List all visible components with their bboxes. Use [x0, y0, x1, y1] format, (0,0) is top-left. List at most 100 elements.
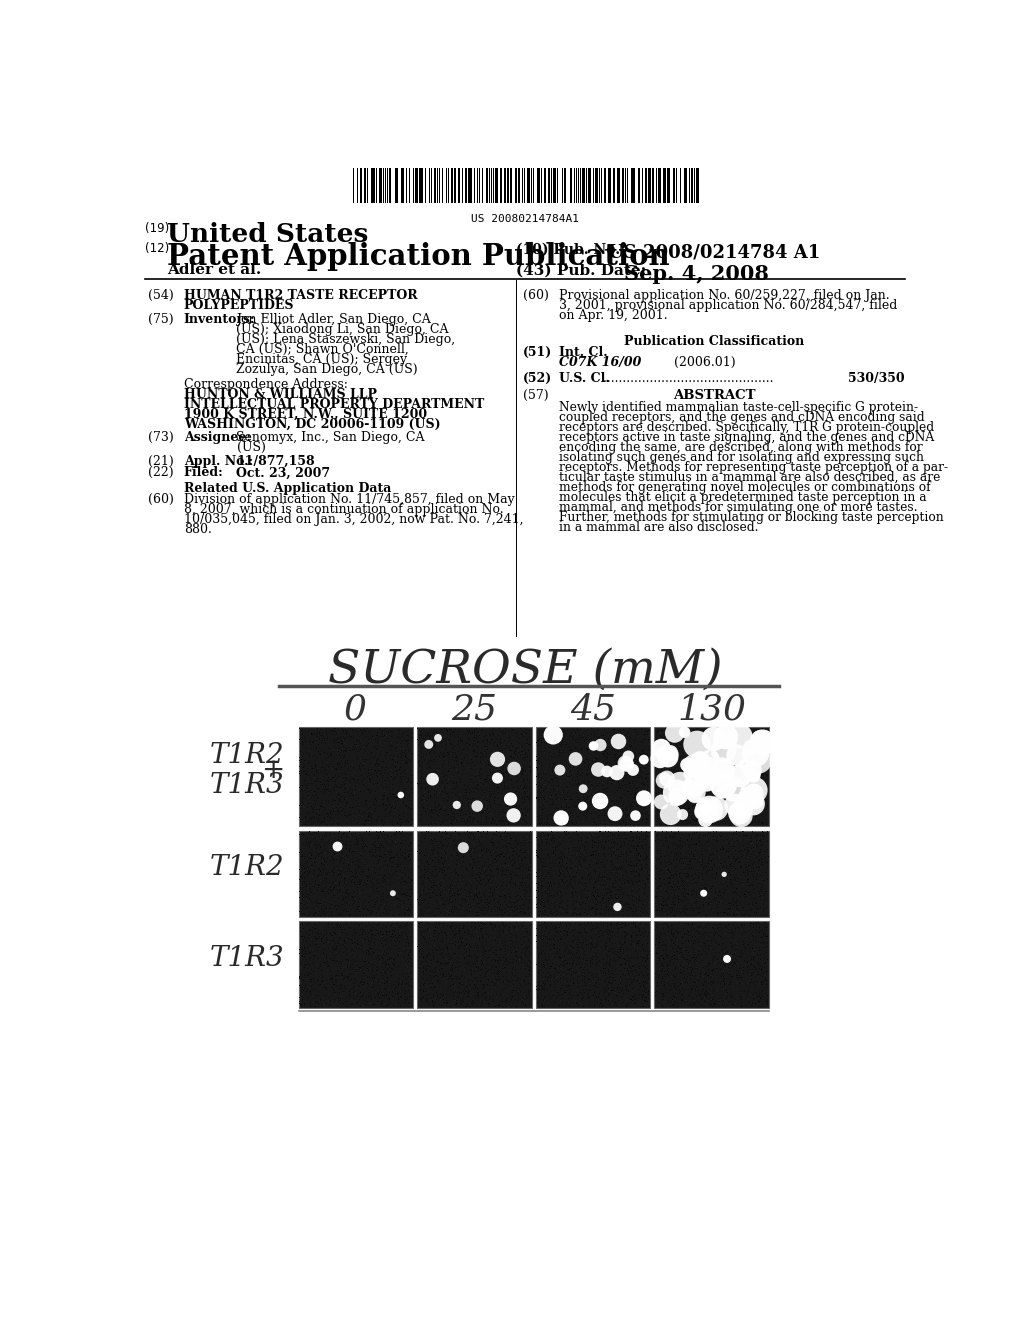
Point: [730, 962, 746, 983]
Point: [757, 756, 773, 777]
Point: [354, 981, 371, 1002]
Point: [517, 931, 534, 952]
Point: [334, 899, 350, 920]
Point: [419, 977, 435, 998]
Point: [599, 800, 615, 821]
Point: [760, 743, 776, 764]
Point: [654, 807, 671, 828]
Point: [681, 755, 697, 776]
Point: [674, 781, 690, 803]
Text: (US); Xiaodong Li, San Diego, CA: (US); Xiaodong Li, San Diego, CA: [237, 323, 449, 337]
Point: [353, 953, 370, 974]
Point: [494, 764, 510, 785]
Point: [673, 946, 689, 968]
Point: [450, 796, 466, 817]
Point: [541, 741, 557, 762]
Point: [565, 741, 582, 762]
Point: [614, 826, 631, 847]
Point: [630, 873, 646, 894]
Point: [330, 979, 346, 1001]
Point: [369, 821, 385, 842]
Point: [470, 978, 486, 999]
Point: [517, 969, 534, 990]
Point: [325, 755, 341, 776]
Point: [498, 894, 514, 915]
Point: [499, 964, 515, 985]
Point: [438, 925, 455, 946]
Point: [473, 867, 489, 888]
Point: [382, 939, 398, 960]
Point: [440, 979, 457, 1001]
Point: [624, 945, 640, 966]
Point: [713, 913, 729, 935]
Point: [717, 810, 733, 832]
Point: [478, 746, 495, 767]
Point: [470, 924, 486, 945]
Point: [572, 801, 589, 822]
Point: [306, 799, 323, 820]
Point: [724, 957, 740, 978]
Point: [500, 932, 516, 953]
Point: [509, 995, 525, 1016]
Point: [420, 954, 436, 975]
Point: [455, 791, 471, 812]
Point: [457, 810, 473, 832]
Point: [637, 978, 653, 999]
Point: [648, 975, 665, 997]
Point: [703, 755, 720, 776]
Point: [437, 721, 454, 742]
Point: [605, 780, 622, 801]
Point: [367, 895, 383, 916]
Point: [513, 900, 529, 921]
Point: [339, 722, 355, 743]
Point: [519, 770, 536, 791]
Point: [514, 723, 530, 744]
Point: [582, 859, 598, 880]
Point: [639, 826, 655, 847]
Point: [716, 871, 732, 892]
Point: [347, 873, 364, 894]
Point: [688, 941, 705, 962]
Point: [665, 888, 681, 909]
Point: [505, 936, 521, 957]
Point: [555, 891, 571, 912]
Point: [415, 921, 431, 942]
Point: [540, 978, 556, 999]
Point: [742, 970, 759, 991]
Point: [549, 754, 565, 775]
Point: [319, 805, 336, 826]
Point: [381, 933, 397, 954]
Point: [498, 933, 514, 954]
Point: [651, 961, 668, 982]
Point: [753, 741, 769, 762]
Point: [603, 830, 620, 851]
Point: [668, 977, 684, 998]
Point: [691, 985, 708, 1006]
Point: [740, 956, 757, 977]
Point: [317, 945, 334, 966]
Point: [655, 771, 672, 792]
Point: [465, 890, 481, 911]
Point: [676, 832, 692, 853]
Point: [336, 735, 352, 756]
Point: [452, 836, 468, 857]
Point: [551, 834, 567, 855]
Point: [657, 743, 674, 764]
Point: [435, 948, 452, 969]
Point: [696, 840, 713, 861]
Point: [424, 800, 440, 821]
Point: [398, 891, 415, 912]
Point: [380, 985, 396, 1006]
Point: [706, 764, 722, 785]
Point: [340, 842, 356, 863]
Point: [392, 763, 409, 784]
Point: [742, 832, 759, 853]
Point: [698, 948, 715, 969]
Point: [449, 746, 465, 767]
Point: [583, 925, 599, 946]
Point: [317, 834, 334, 855]
Point: [318, 898, 335, 919]
Point: [593, 948, 609, 969]
Point: [539, 779, 555, 800]
Point: [503, 972, 519, 993]
